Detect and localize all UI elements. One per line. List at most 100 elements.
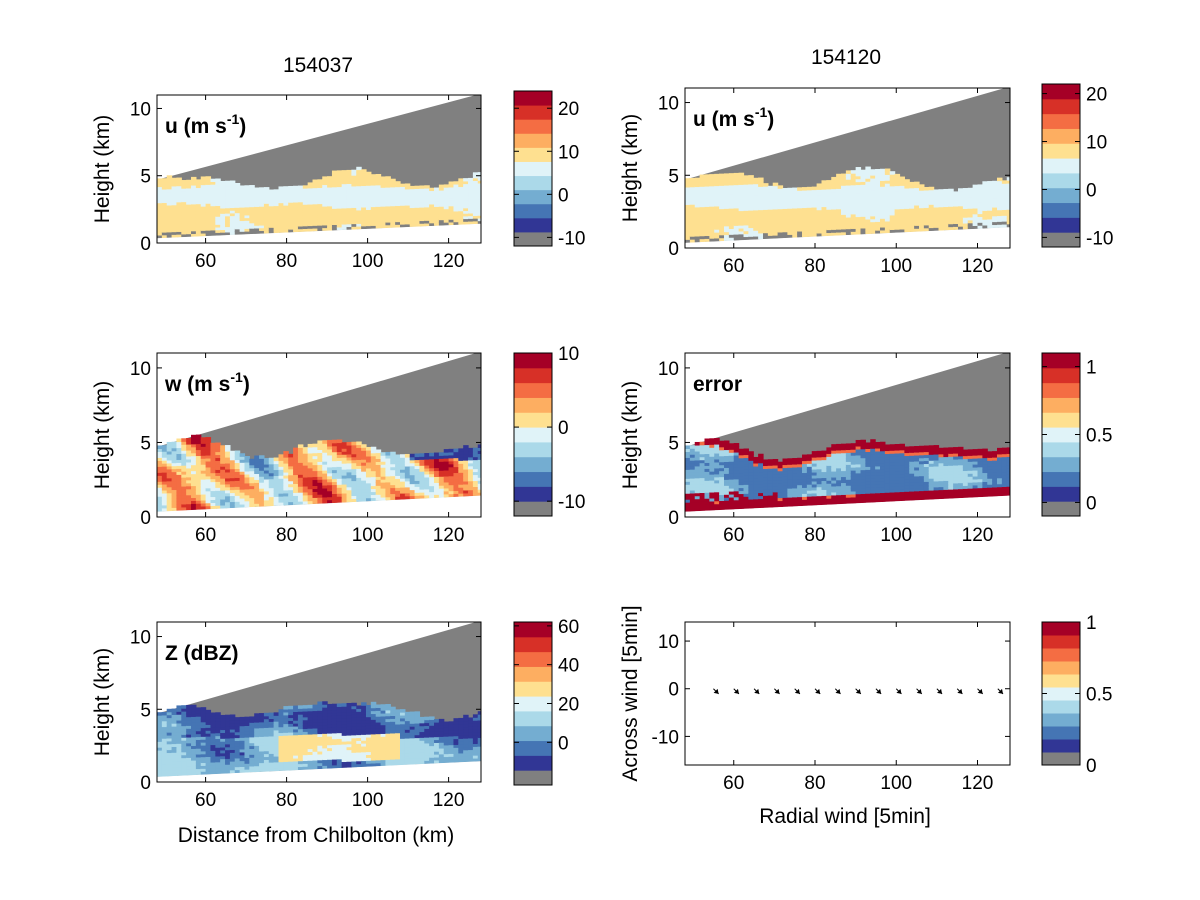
- heatmap-cell: [870, 489, 876, 494]
- heatmap-cell: [831, 459, 837, 463]
- heatmap-cell: [787, 225, 793, 230]
- heatmap-cell: [694, 456, 701, 461]
- heatmap-cell: [826, 188, 832, 193]
- heatmap-cell: [161, 226, 168, 230]
- heatmap-cell: [322, 470, 328, 474]
- heatmap-cell: [694, 450, 701, 455]
- heatmap-cell: [249, 190, 255, 194]
- heatmap-cell: [278, 224, 284, 228]
- heatmap-cell: [777, 479, 784, 484]
- heatmap-cell: [346, 226, 352, 230]
- heatmap-cell: [249, 222, 255, 227]
- heatmap-cell: [831, 500, 837, 505]
- heatmap-cell: [181, 217, 187, 221]
- heatmap-cell: [395, 454, 401, 459]
- heatmap-cell: [161, 480, 168, 485]
- heatmap-cell: [385, 221, 391, 226]
- heatmap-cell: [468, 177, 474, 182]
- heatmap-cell: [477, 182, 481, 187]
- heatmap-cell: [855, 496, 862, 501]
- heatmap-cell: [821, 223, 827, 228]
- heatmap-cell: [166, 501, 173, 506]
- heatmap-cell: [322, 197, 328, 202]
- heatmap-cell: [724, 205, 730, 209]
- heatmap-cell: [967, 205, 974, 209]
- heatmap-cell: [210, 232, 216, 236]
- heatmap-cell: [429, 220, 435, 224]
- heatmap-cell: [171, 210, 178, 214]
- heatmap-cell: [215, 205, 221, 209]
- heatmap-cell: [787, 479, 793, 483]
- heatmap-cell: [176, 231, 182, 235]
- heatmap-cell: [836, 449, 842, 454]
- heatmap-cell: [322, 499, 328, 504]
- heatmap-cell: [699, 474, 706, 479]
- heatmap-cell: [477, 199, 481, 203]
- heatmap-cell: [263, 490, 270, 495]
- below-beam-region: [685, 227, 1010, 248]
- heatmap-cell: [463, 471, 469, 476]
- heatmap-cell: [816, 456, 823, 461]
- heatmap-cell: [244, 476, 250, 481]
- heatmap-cell: [336, 210, 343, 215]
- heatmap-cell: [733, 231, 740, 235]
- heatmap-cell: [699, 504, 706, 508]
- heatmap-cell: [351, 468, 357, 473]
- heatmap-cell: [458, 218, 464, 223]
- heatmap-cell: [278, 197, 284, 201]
- heatmap-cell: [229, 498, 236, 503]
- heatmap-cell: [273, 189, 280, 193]
- heatmap-cell: [361, 485, 367, 490]
- heatmap-cell: [336, 202, 343, 206]
- heatmap-cell: [166, 462, 173, 467]
- heatmap-cell: [777, 202, 784, 207]
- heatmap-cell: [166, 223, 173, 228]
- heatmap-cell: [894, 194, 901, 198]
- heatmap-cell: [728, 237, 735, 241]
- heatmap-cell: [205, 216, 212, 220]
- heatmap-cell: [836, 476, 842, 481]
- heatmap-cell: [395, 224, 401, 228]
- heatmap-cell: [928, 192, 935, 197]
- heatmap-cell: [336, 442, 343, 447]
- heatmap-cell: [200, 189, 207, 194]
- heatmap-cell: [443, 458, 450, 462]
- heatmap-cell: [157, 481, 163, 485]
- heatmap-cell: [797, 502, 803, 507]
- heatmap-cell: [933, 209, 940, 214]
- heatmap-cell: [453, 463, 459, 468]
- heatmap-cell: [370, 201, 377, 205]
- heatmap-cell: [880, 459, 886, 464]
- heatmap-cell: [448, 466, 455, 471]
- heatmap-cell: [914, 496, 920, 501]
- heatmap-cell: [738, 210, 745, 215]
- heatmap-cell: [351, 474, 357, 479]
- heatmap-cell: [327, 439, 333, 444]
- heatmap-cell: [448, 184, 455, 188]
- heatmap-cell: [694, 492, 701, 497]
- heatmap-cell: [714, 202, 720, 207]
- heatmap-cell: [923, 460, 930, 465]
- heatmap-cell: [904, 482, 910, 486]
- heatmap-cell: [884, 171, 891, 175]
- heatmap-cell: [875, 206, 881, 211]
- heatmap-cell: [210, 484, 216, 489]
- heatmap-cell: [860, 190, 866, 194]
- heatmap-cell: [385, 197, 391, 202]
- heatmap-cell: [787, 228, 793, 233]
- heatmap-cell: [938, 477, 944, 482]
- heatmap-cell: [933, 477, 940, 482]
- heatmap-cell: [477, 196, 481, 200]
- heatmap-cell: [826, 229, 832, 234]
- heatmap-cell: [992, 189, 998, 194]
- heatmap-cell: [307, 449, 314, 454]
- heatmap-cell: [239, 495, 246, 499]
- heatmap-cell: [738, 463, 745, 468]
- heatmap-cell: [375, 179, 382, 183]
- heatmap-cell: [772, 197, 779, 201]
- heatmap-cell: [171, 188, 178, 192]
- heatmap-cell: [424, 193, 430, 197]
- heatmap-cell: [157, 466, 163, 470]
- heatmap-cell: [743, 457, 749, 462]
- heatmap-cell: [288, 185, 294, 190]
